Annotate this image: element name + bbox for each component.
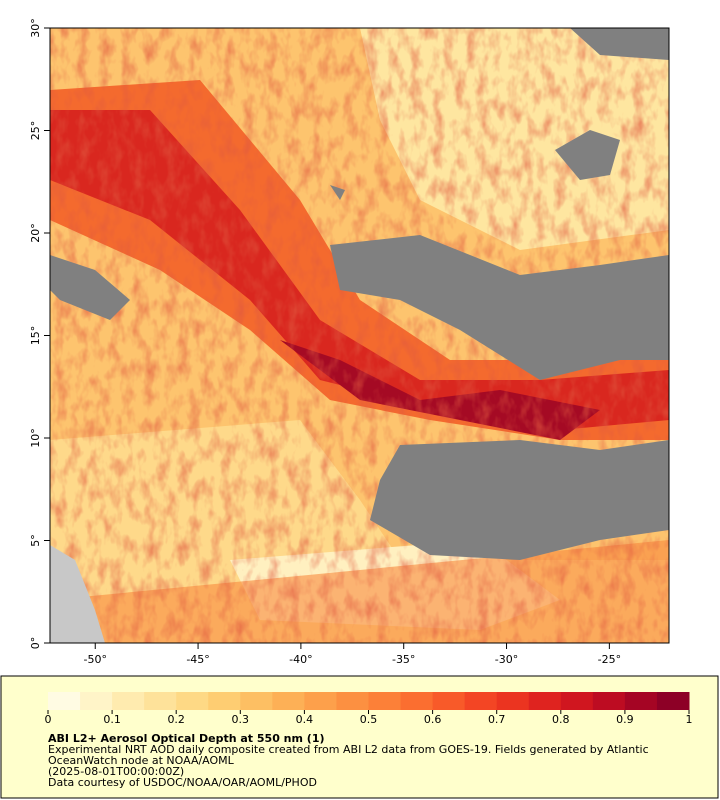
colorbar-swatch: [464, 692, 498, 710]
colorbar-tick-label: 0.6: [424, 713, 442, 726]
x-tick-label: -35°: [392, 653, 415, 666]
x-tick-label: -50°: [84, 653, 107, 666]
colorbar-swatch: [592, 692, 626, 710]
colorbar-swatch: [496, 692, 530, 710]
no-data-cloud: [50, 28, 669, 560]
colorbar-swatch: [272, 692, 305, 710]
legend-time: (2025-08-01T00:00:00Z): [48, 765, 185, 778]
colorbar-tick-label: 0.2: [167, 713, 185, 726]
colorbar-swatch: [624, 692, 658, 710]
legend-text: ABI L2+ Aerosol Optical Depth at 550 nm …: [48, 733, 688, 788]
colorbar-tick-label: 0.4: [296, 713, 314, 726]
y-tick-label: 30°: [29, 18, 42, 38]
legend-title: ABI L2+ Aerosol Optical Depth at 550 nm …: [48, 732, 325, 745]
colorbar-swatch: [176, 692, 209, 710]
y-tick-label: 15°: [29, 326, 42, 346]
y-tick-label: 5°: [29, 534, 42, 547]
x-tick-label: -40°: [289, 653, 312, 666]
colorbar-swatch: [48, 692, 81, 710]
colorbar-swatch: [560, 692, 594, 710]
y-tick-label: 20°: [29, 223, 42, 243]
colorbar-swatch: [208, 692, 241, 710]
colorbar-swatch: [400, 692, 434, 710]
colorbar-swatch: [144, 692, 177, 710]
x-tick-label: -25°: [598, 653, 621, 666]
colorbar-swatch: [112, 692, 145, 710]
colorbar-swatch: [368, 692, 402, 710]
colorbar-swatch: [336, 692, 369, 710]
colorbar-swatch: [304, 692, 337, 710]
y-tick-label: 10°: [29, 428, 42, 448]
colorbar-tick-label: 0: [45, 713, 52, 726]
colorbar-tick-label: 0.8: [552, 713, 570, 726]
colorbar-swatch: [432, 692, 466, 710]
colorbar-tick-label: 1: [686, 713, 693, 726]
colorbar-swatch: [528, 692, 562, 710]
aod-field: [50, 28, 669, 643]
land: [50, 545, 105, 643]
colorbar-swatch: [656, 692, 690, 710]
colorbar-tick-label: 0.5: [360, 713, 378, 726]
colorbar-tick-label: 0.3: [232, 713, 250, 726]
legend-description: Experimental NRT AOD daily composite cre…: [48, 743, 649, 767]
y-tick-label: 0°: [29, 637, 42, 650]
colorbar-tick-label: 0.7: [488, 713, 506, 726]
colorbar-tick-label: 0.1: [103, 713, 121, 726]
x-tick-label: -30°: [495, 653, 518, 666]
y-tick-label: 25°: [29, 121, 42, 141]
legend-credit: Data courtesy of USDOC/NOAA/OAR/AOML/PHO…: [48, 776, 317, 789]
colorbar-swatch: [240, 692, 273, 710]
colorbar-swatch: [80, 692, 113, 710]
x-tick-label: -45°: [186, 653, 209, 666]
colorbar-tick-label: 0.9: [616, 713, 634, 726]
